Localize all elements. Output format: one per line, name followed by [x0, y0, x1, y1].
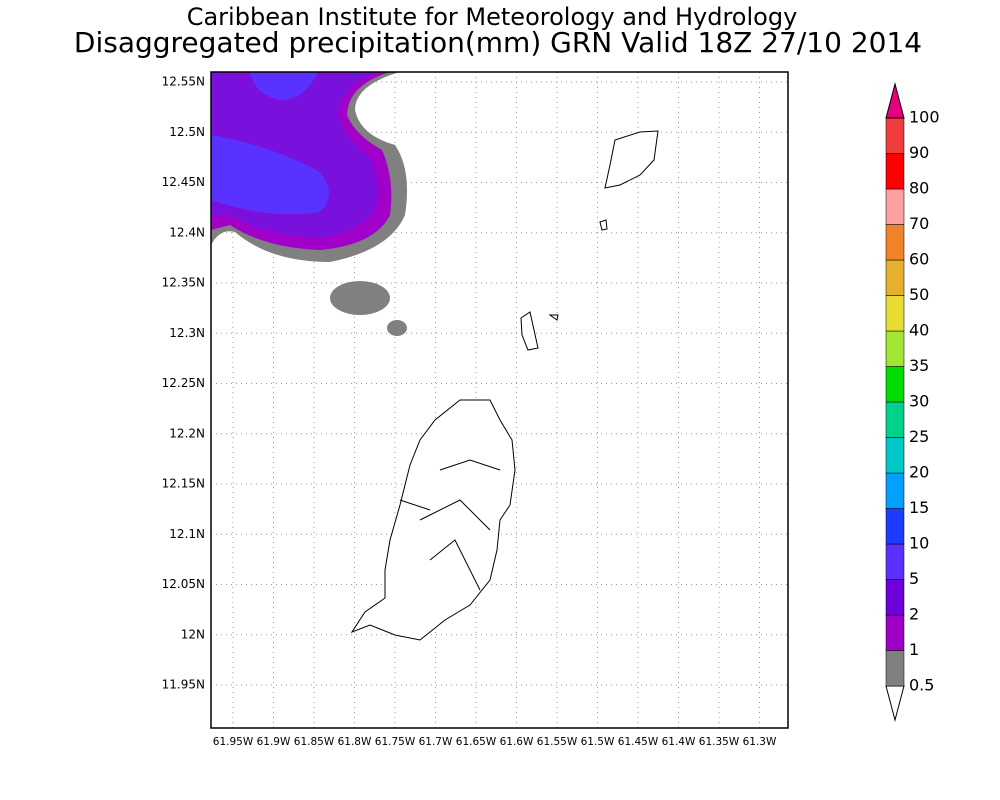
colorbar-segment: [885, 117, 905, 154]
lat-label: 12.55N: [162, 75, 205, 89]
colorbar-label: 35: [909, 356, 929, 375]
lat-label: 12.5N: [169, 125, 205, 139]
colorbar-label: 10: [909, 534, 929, 553]
colorbar-segment: [885, 437, 905, 474]
lon-label: 61.95W: [213, 736, 254, 748]
lon-label: 61.5W: [581, 736, 615, 748]
lon-label: 61.45W: [618, 736, 659, 748]
lat-label: 12.4N: [169, 225, 205, 239]
colorbar-segment: [885, 401, 905, 438]
lat-label: 12.3N: [169, 326, 205, 340]
lat-label: 12.35N: [162, 276, 205, 290]
colorbar-label: 1: [909, 640, 919, 659]
carriacou: [604, 130, 659, 189]
lat-label: 12.15N: [162, 477, 205, 491]
grid: [211, 72, 788, 728]
lat-label: 12.45N: [162, 175, 205, 189]
colorbar-segment: [885, 508, 905, 545]
small-island: [548, 314, 559, 321]
lon-label: 61.3W: [743, 736, 777, 748]
colorbar-label: 5: [909, 569, 919, 588]
small-island: [599, 219, 608, 231]
lon-label: 61.6W: [500, 736, 534, 748]
colorbar-segment: [885, 650, 905, 687]
lat-label: 11.95N: [162, 678, 205, 692]
lat-label: 12.05N: [162, 577, 205, 591]
lat-label: 12.1N: [169, 527, 205, 541]
precipitation-field: [211, 72, 408, 336]
colorbar-label: 60: [909, 250, 929, 269]
colorbar-label: 20: [909, 463, 929, 482]
lat-label: 12N: [181, 627, 205, 641]
colorbar-label: 80: [909, 179, 929, 198]
colorbar-label: 0.5: [909, 676, 934, 695]
blue-area: [211, 135, 329, 215]
colorbar-label: 100: [909, 108, 940, 127]
title-line: Caribbean Institute for Meteorology and …: [187, 3, 798, 31]
colorbar-segment: [885, 330, 905, 367]
colorbar-segment: [885, 153, 905, 190]
colorbar-segment: [885, 543, 905, 580]
lon-label: 61.75W: [375, 736, 416, 748]
colorbar-label: 50: [909, 285, 929, 304]
lon-label: 61.55W: [537, 736, 578, 748]
lat-label: 12.2N: [169, 426, 205, 440]
gray-area: [330, 281, 390, 315]
title-line: Disaggregated precipitation(mm) GRN Vali…: [74, 26, 922, 59]
colorbar-label: 90: [909, 143, 929, 162]
small-island: [520, 311, 539, 351]
colorbar-segment: [885, 366, 905, 403]
colorbar-segment: [885, 224, 905, 261]
colorbar-label: 40: [909, 321, 929, 340]
lon-label: 61.35W: [699, 736, 740, 748]
plot-frame: [210, 71, 789, 729]
colorbar-segment: [885, 472, 905, 509]
islands: [350, 130, 659, 641]
blue-area: [250, 72, 318, 100]
lon-label: 61.8W: [338, 736, 372, 748]
lon-label: 61.65W: [456, 736, 497, 748]
lon-label: 61.85W: [294, 736, 335, 748]
colorbar-end: [885, 685, 905, 722]
colorbar-segment: [885, 259, 905, 296]
parish-lines: [399, 459, 501, 591]
colorbar-label: 70: [909, 214, 929, 233]
colorbar-label: 30: [909, 392, 929, 411]
lat-label: 12.25N: [162, 376, 205, 390]
gray-area: [387, 320, 407, 336]
colorbar-label: 25: [909, 427, 929, 446]
colorbar-segment: [885, 579, 905, 616]
colorbar-label: 15: [909, 498, 929, 517]
colorbar-segment: [885, 295, 905, 332]
lon-label: 61.4W: [662, 736, 696, 748]
colorbar-label: 2: [909, 605, 919, 624]
lon-label: 61.7W: [419, 736, 453, 748]
lon-label: 61.9W: [257, 736, 291, 748]
colorbar-segment: [885, 614, 905, 651]
colorbar-segment: [885, 188, 905, 225]
colorbar-end: [885, 82, 905, 119]
